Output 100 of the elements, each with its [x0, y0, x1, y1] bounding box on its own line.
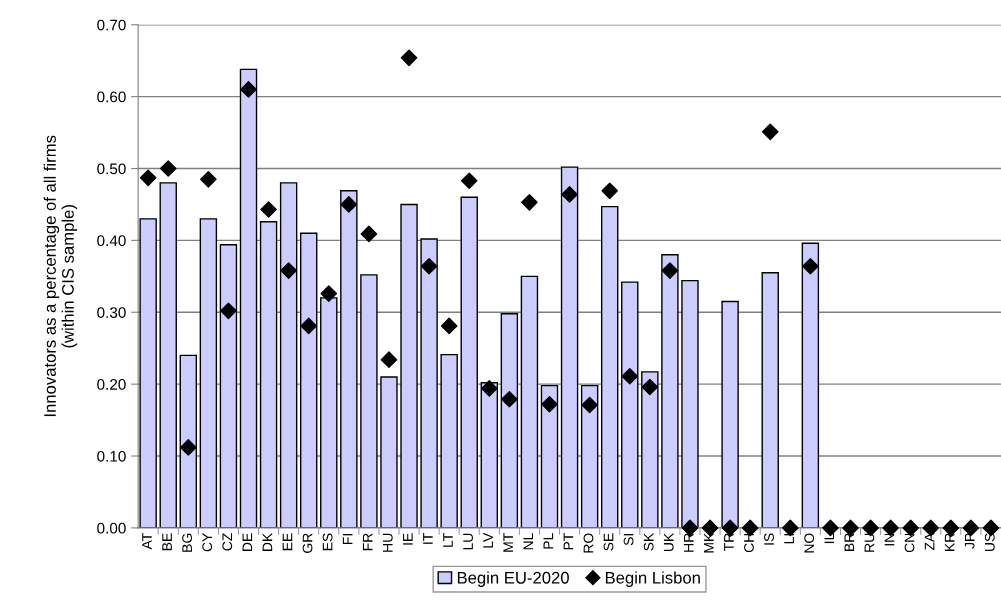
x-tick-label: KR	[944, 533, 955, 551]
bar	[600, 205, 619, 528]
legend-label: Begin Lisbon	[605, 571, 700, 587]
bar	[219, 244, 238, 528]
point	[460, 172, 478, 190]
bar	[520, 275, 539, 528]
bar	[360, 274, 378, 528]
bar	[299, 232, 318, 528]
point	[380, 351, 398, 369]
x-tick-label: BE	[162, 533, 172, 551]
bar	[259, 221, 278, 528]
y-tick-label: 0.50	[97, 163, 126, 175]
bar	[279, 182, 298, 528]
point	[280, 262, 297, 279]
bar	[159, 182, 177, 528]
bar	[199, 218, 218, 528]
point	[761, 123, 779, 141]
x-tick-label: LV	[483, 532, 493, 548]
y-tick-label: 0.10	[97, 450, 126, 462]
point	[541, 395, 558, 413]
point	[481, 380, 498, 397]
point	[802, 257, 819, 275]
point	[400, 49, 418, 67]
bar	[761, 272, 779, 528]
y-axis-title: Innovators as a percentage of all firms (within CIS sample)	[43, 135, 78, 417]
y-tick-label: 0.60	[97, 91, 126, 103]
x-tick-label: DE	[242, 533, 253, 551]
x-tick-label: HU	[383, 533, 393, 552]
x-tick-label: LU	[463, 533, 473, 550]
x-tick-label: BG	[182, 533, 193, 552]
x-tick-label: DK	[262, 532, 273, 551]
x-tick-label: PL	[543, 533, 554, 549]
x-tick-label: FI	[342, 534, 353, 544]
bar	[460, 196, 478, 528]
point	[440, 317, 458, 335]
point	[200, 170, 217, 188]
point	[601, 182, 619, 200]
x-tick-label: PT	[563, 533, 574, 550]
point	[420, 257, 438, 275]
point	[340, 196, 358, 213]
x-tick-label: UK	[663, 532, 674, 551]
point	[661, 262, 679, 279]
x-tick-label: RO	[583, 533, 594, 553]
x-tick-label: IT	[423, 533, 433, 544]
bar	[139, 218, 157, 528]
bar	[641, 371, 659, 528]
bar	[400, 203, 418, 528]
x-tick-label: BR	[844, 533, 855, 551]
x-tick-label: IL	[824, 533, 835, 544]
x-tick-label: SE	[603, 533, 614, 551]
y-tick-label: 0.40	[97, 235, 126, 247]
bar	[500, 313, 519, 528]
point	[180, 439, 197, 456]
x-tick-label: ES	[322, 533, 333, 551]
x-tick-label: SI	[623, 534, 634, 546]
point	[621, 367, 639, 385]
point	[240, 81, 257, 98]
bar	[480, 382, 499, 528]
x-tick-label: SK	[643, 532, 654, 551]
x-tick-label: NO	[804, 533, 815, 553]
x-tick-label: FR	[362, 533, 373, 551]
x-tick-label: HR	[684, 533, 694, 552]
bar	[440, 353, 458, 528]
x-tick-label: TR	[724, 533, 734, 551]
x-tick-label: RU	[864, 533, 875, 552]
point	[159, 160, 177, 177]
y-tick-label: 0.30	[97, 307, 126, 318]
bar	[580, 384, 599, 528]
point	[581, 396, 598, 414]
point	[501, 390, 518, 408]
y-tick-label: 0.70	[97, 19, 126, 31]
point	[300, 317, 318, 335]
bar	[661, 254, 679, 528]
x-tick-label: US	[984, 533, 995, 551]
bar	[380, 376, 398, 528]
point	[220, 302, 237, 320]
x-tick-label: MK	[704, 532, 714, 553]
x-tick-label: GR	[302, 533, 313, 553]
point	[561, 186, 578, 203]
point	[641, 378, 659, 396]
legend-label: Begin EU-2020	[457, 571, 569, 587]
x-tick-label: CZ	[222, 533, 233, 551]
x-tick-label: MT	[503, 533, 513, 552]
bar	[560, 166, 579, 528]
x-tick-label: IE	[403, 533, 413, 545]
point	[260, 201, 277, 218]
bar	[239, 68, 258, 528]
x-tick-label: JP	[964, 533, 975, 549]
bar	[540, 384, 559, 528]
point	[320, 285, 338, 302]
bar	[179, 354, 198, 528]
bar	[621, 281, 639, 528]
x-tick-label: NL	[523, 533, 534, 550]
x-tick-label: LT	[443, 533, 453, 547]
x-tick-label: CH	[744, 533, 754, 553]
y-tick-label: 0.20	[97, 379, 126, 390]
x-tick-label: IS	[764, 533, 774, 545]
bar	[340, 190, 358, 528]
x-tick-label: CY	[202, 533, 213, 552]
point	[360, 225, 378, 243]
